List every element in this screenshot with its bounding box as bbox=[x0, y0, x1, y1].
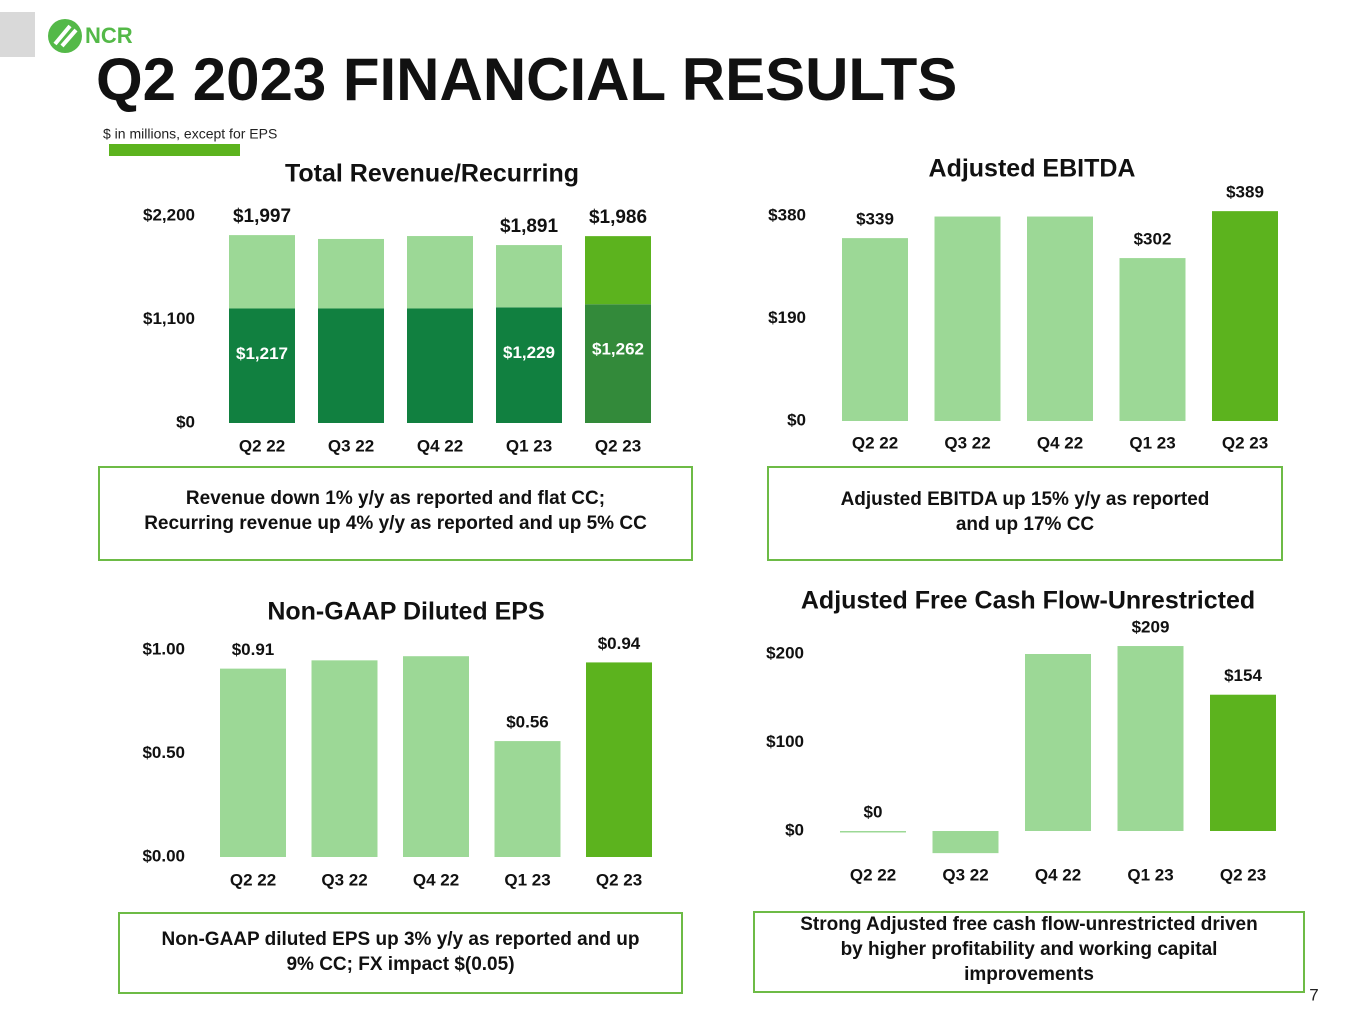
x-tick-label: Q3 22 bbox=[321, 870, 367, 889]
annotation-text: and up 17% CC bbox=[956, 514, 1095, 535]
accent-bar bbox=[109, 144, 240, 156]
x-tick-label: Q2 22 bbox=[239, 436, 285, 455]
bar bbox=[1212, 211, 1278, 421]
subtitle: $ in millions, except for EPS bbox=[103, 126, 277, 142]
total-label: $1,997 bbox=[233, 206, 291, 227]
x-tick-label: Q4 22 bbox=[413, 870, 459, 889]
bar bbox=[403, 656, 469, 857]
x-tick-label: Q1 23 bbox=[504, 870, 550, 889]
y-tick-label: $0.00 bbox=[142, 846, 185, 865]
chart-title: Non-GAAP Diluted EPS bbox=[267, 598, 544, 626]
annotation-box bbox=[118, 912, 683, 994]
annotation-text: 9% CC; FX impact $(0.05) bbox=[286, 954, 514, 975]
slide-title: Q2 2023 FINANCIAL RESULTS bbox=[96, 46, 957, 113]
bar bbox=[934, 216, 1001, 421]
data-label: $0 bbox=[864, 802, 883, 821]
bar bbox=[220, 668, 286, 857]
segment-label: $1,217 bbox=[236, 344, 288, 363]
annotation-text: improvements bbox=[964, 964, 1094, 985]
x-tick-label: Q3 22 bbox=[944, 433, 990, 452]
annotation-text: Revenue down 1% y/y as reported and flat… bbox=[186, 488, 605, 509]
total-label: $1,891 bbox=[500, 216, 559, 237]
y-tick-label: $0 bbox=[176, 412, 195, 431]
bar-segment bbox=[407, 236, 473, 309]
y-tick-label: $1.00 bbox=[142, 639, 185, 658]
page-number: 7 bbox=[1309, 985, 1318, 1004]
annotation-text: Recurring revenue up 4% y/y as reported … bbox=[144, 513, 647, 534]
bar bbox=[1025, 654, 1091, 831]
x-tick-label: Q2 23 bbox=[595, 436, 641, 455]
bar-segment bbox=[229, 308, 295, 423]
y-tick-label: $2,200 bbox=[143, 205, 195, 224]
annotation-box bbox=[767, 466, 1283, 561]
annotation-text: Non-GAAP diluted EPS up 3% y/y as report… bbox=[162, 929, 640, 950]
total-label: $1,986 bbox=[589, 207, 647, 228]
data-label: $0.56 bbox=[506, 713, 549, 732]
bar-segment bbox=[318, 308, 384, 423]
bar-segment bbox=[585, 236, 651, 305]
annotation-text: by higher profitability and working capi… bbox=[841, 939, 1218, 960]
bar bbox=[840, 831, 906, 833]
x-tick-label: Q4 22 bbox=[1037, 433, 1083, 452]
annotation-text: Strong Adjusted free cash flow-unrestric… bbox=[800, 914, 1257, 935]
data-label: $302 bbox=[1134, 230, 1172, 249]
y-tick-label: $0 bbox=[785, 820, 804, 839]
y-tick-label: $1,100 bbox=[143, 309, 195, 328]
logo-text: NCR bbox=[85, 23, 133, 48]
x-tick-label: Q2 23 bbox=[1222, 433, 1268, 452]
corner-tab bbox=[0, 12, 35, 57]
bar bbox=[494, 741, 561, 857]
x-tick-label: Q2 22 bbox=[850, 865, 896, 884]
data-label: $389 bbox=[1226, 183, 1264, 202]
bar bbox=[1027, 216, 1093, 421]
x-tick-label: Q1 23 bbox=[506, 436, 552, 455]
y-tick-label: $190 bbox=[768, 308, 806, 327]
data-label: $209 bbox=[1132, 618, 1170, 637]
x-tick-label: Q4 22 bbox=[417, 436, 463, 455]
y-tick-label: $0 bbox=[787, 410, 806, 429]
bar-segment bbox=[407, 308, 473, 423]
annotation-box bbox=[753, 911, 1305, 993]
data-label: $154 bbox=[1224, 666, 1262, 685]
data-label: $0.94 bbox=[598, 634, 641, 653]
x-tick-label: Q2 22 bbox=[852, 433, 898, 452]
bar bbox=[1117, 646, 1184, 831]
data-label: $339 bbox=[856, 210, 894, 229]
annotation-box bbox=[98, 466, 693, 561]
chart-title: Adjusted EBITDA bbox=[929, 155, 1136, 183]
x-tick-label: Q4 22 bbox=[1035, 865, 1081, 884]
x-tick-label: Q2 22 bbox=[230, 870, 276, 889]
bar-segment bbox=[496, 245, 562, 308]
segment-label: $1,229 bbox=[503, 343, 555, 362]
y-tick-label: $100 bbox=[766, 732, 804, 751]
y-tick-label: $200 bbox=[766, 643, 804, 662]
bar bbox=[311, 660, 378, 857]
segment-label: $1,262 bbox=[592, 340, 644, 359]
x-tick-label: Q1 23 bbox=[1127, 865, 1173, 884]
y-tick-label: $0.50 bbox=[142, 743, 185, 762]
chart-title: Adjusted Free Cash Flow-Unrestricted bbox=[801, 587, 1255, 615]
bar bbox=[842, 238, 908, 421]
annotation-text: Adjusted EBITDA up 15% y/y as reported bbox=[841, 489, 1210, 510]
bar bbox=[1210, 694, 1276, 831]
bar bbox=[586, 662, 652, 857]
logo-icon bbox=[48, 19, 82, 53]
bar-segment bbox=[318, 238, 384, 309]
data-label: $0.91 bbox=[232, 640, 275, 659]
bar-segment bbox=[229, 235, 295, 309]
x-tick-label: Q3 22 bbox=[942, 865, 988, 884]
x-tick-label: Q2 23 bbox=[596, 870, 642, 889]
x-tick-label: Q1 23 bbox=[1129, 433, 1175, 452]
chart-title: Total Revenue/Recurring bbox=[285, 160, 579, 188]
x-tick-label: Q2 23 bbox=[1220, 865, 1266, 884]
y-tick-label: $380 bbox=[768, 205, 806, 224]
bar bbox=[1119, 258, 1186, 421]
bar bbox=[932, 831, 999, 854]
x-tick-label: Q3 22 bbox=[328, 436, 374, 455]
bar-segment bbox=[585, 304, 651, 423]
bar-segment bbox=[496, 307, 562, 423]
